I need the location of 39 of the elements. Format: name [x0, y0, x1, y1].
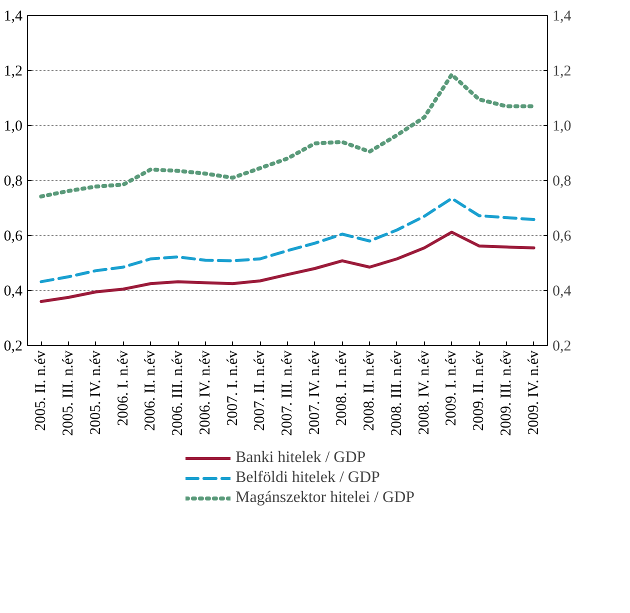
- legend-label: Magánszektor hitelei / GDP: [235, 489, 415, 507]
- x-tick-label: 2007. III. n.év: [280, 350, 296, 436]
- x-tick-label: 2006. III. n.év: [170, 350, 186, 436]
- x-tick-label: 2007. I. n.év: [224, 350, 241, 426]
- x-tick-label: 2005. II. n.év: [33, 350, 50, 431]
- legend-label: Banki hitelek / GDP: [235, 449, 366, 467]
- x-tick-label: 2008. II. n.év: [362, 350, 378, 431]
- line-series: [40, 196, 536, 284]
- x-tick-label: 2009. II. n.év: [471, 350, 488, 431]
- x-tick-label: 2005. III. n.év: [60, 350, 77, 436]
- y-tick-label: 0,6: [4, 228, 23, 244]
- legend-label: Belföldi hitelek / GDP: [235, 469, 380, 487]
- line-series: [40, 230, 536, 303]
- y2-tick-label: 1,0: [552, 118, 572, 134]
- x-tick-label: 2008. III. n.év: [388, 350, 405, 436]
- x-tick-label: 2007. IV. n.év: [306, 350, 323, 435]
- x-tick-label: 2007. II. n.év: [252, 350, 268, 431]
- y2-tick-label: 1,2: [552, 64, 572, 80]
- y2-tick-label: 0,6: [552, 228, 572, 244]
- y-tick-label: 0,4: [4, 284, 23, 300]
- y2-tick-label: 0,4: [552, 284, 572, 300]
- x-tick-label: 2006. II. n.év: [142, 350, 159, 431]
- x-tick-label: 2006. IV. n.év: [197, 350, 214, 435]
- line-series: [39, 72, 536, 198]
- y-tick-label: 1,0: [4, 118, 22, 134]
- x-tick-label: 2008. I. n.év: [334, 350, 350, 426]
- x-tick-label: 2006. I. n.év: [115, 350, 132, 426]
- y-tick-label: 0,8: [4, 174, 22, 190]
- x-tick-label: 2009. III. n.év: [498, 350, 514, 436]
- y2-tick-label: 0,2: [552, 338, 572, 354]
- y2-tick-label: 1,4: [552, 8, 572, 24]
- x-tick-label: 2009. IV. n.év: [526, 350, 542, 435]
- y2-tick-label: 0,8: [552, 174, 572, 190]
- x-tick-label: 2008. IV. n.év: [416, 350, 432, 435]
- y-tick-label: 1,2: [4, 64, 22, 80]
- x-tick-label: 2005. IV. n.év: [88, 350, 104, 435]
- y-tick-label: 1,4: [4, 8, 23, 24]
- y-tick-label: 0,2: [4, 338, 22, 354]
- x-tick-label: 2009. I. n.év: [444, 350, 460, 426]
